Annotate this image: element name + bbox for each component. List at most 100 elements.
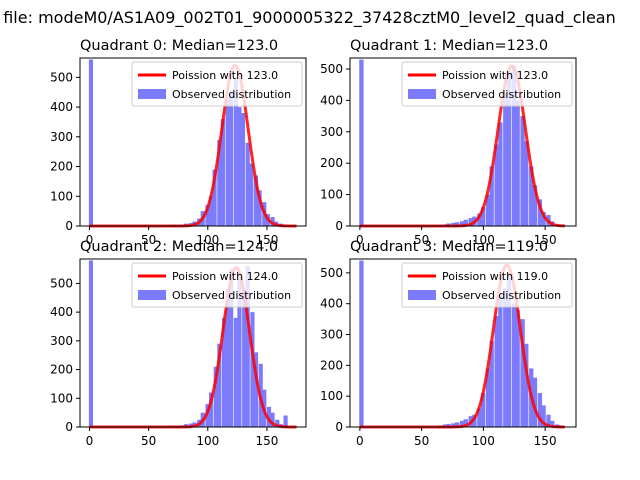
histogram-bar: [485, 368, 491, 427]
histogram-bar: [217, 139, 222, 226]
histogram-bar: [451, 423, 456, 427]
x-tick-label: 100: [196, 434, 219, 448]
legend-label: Observed distribution: [172, 88, 291, 101]
legend-bar-swatch: [408, 89, 436, 99]
legend-box: [131, 262, 303, 308]
histogram-bar: [498, 294, 503, 427]
legend-box: [401, 262, 573, 308]
legend-label: Poission with 119.0: [442, 270, 548, 283]
legend: Poission with 123.0 Observed distribution: [401, 61, 573, 107]
legend-bar-swatch: [408, 290, 436, 300]
histogram-bar: [283, 415, 288, 427]
histogram-bar: [253, 175, 259, 226]
histogram-bar: [233, 317, 238, 427]
histogram-bar: [550, 420, 555, 427]
legend-box: [131, 61, 303, 107]
histogram-bar: [237, 107, 242, 226]
histogram-bar: [511, 65, 517, 226]
histogram-bar: [515, 309, 520, 427]
histogram-bar: [249, 163, 254, 226]
panels: Quadrant 0: Median=123.0 0 50 100 150 0 100 200…: [50, 38, 577, 448]
x-tick-label: 100: [472, 434, 495, 448]
histogram-bar: [245, 142, 250, 226]
histogram-bar: [257, 190, 262, 226]
histogram-bar: [537, 393, 543, 427]
y-tick-label: 0: [65, 219, 73, 233]
histogram-bar: [225, 289, 230, 427]
figure-suptitle: n file: modeM0/AS1A09_002T01_9000005322_…: [0, 8, 616, 28]
y-tick-label: 400: [50, 305, 73, 319]
histogram-bar: [503, 288, 508, 427]
histogram-bar: [250, 312, 255, 427]
legend-label: Observed distribution: [172, 289, 291, 302]
x-tick-label: 50: [414, 434, 429, 448]
x-tick-label: 0: [356, 434, 364, 448]
histogram-bar: [520, 116, 525, 226]
histogram-bar: [506, 272, 512, 427]
y-tick-label: 400: [320, 297, 343, 311]
histogram-bar: [451, 222, 456, 226]
histogram-bar: [237, 277, 242, 427]
axes-frame: [79, 57, 307, 227]
y-tick-label: 400: [50, 100, 73, 114]
histogram-bar: [359, 59, 364, 226]
y-tick-label: 0: [65, 420, 73, 434]
histogram-bar: [480, 393, 486, 427]
x-tick-label: 100: [472, 233, 495, 247]
histogram-bar: [275, 419, 280, 427]
y-tick-label: 100: [320, 188, 343, 202]
y-tick-label: 300: [50, 130, 73, 144]
histogram-bar: [546, 414, 551, 427]
histogram-bar: [511, 303, 517, 427]
histogram-bar: [242, 289, 247, 427]
histogram-bar: [454, 422, 460, 427]
histogram-bar: [217, 343, 222, 427]
y-tick-label: 100: [50, 189, 73, 203]
histogram-bar: [270, 412, 275, 427]
x-tick-label: 150: [534, 233, 557, 247]
legend-label: Poission with 123.0: [172, 69, 278, 82]
histogram-bar: [208, 392, 214, 427]
histogram-bar: [220, 118, 225, 226]
histogram-bar: [359, 260, 364, 427]
histogram-bar: [468, 218, 473, 226]
legend-label: Poission with 124.0: [172, 270, 278, 283]
histogram-bar: [233, 77, 238, 226]
legend-bar-swatch: [138, 89, 166, 99]
histogram-bar: [229, 92, 234, 226]
y-tick-label: 100: [50, 391, 73, 405]
y-tick-label: 200: [50, 363, 73, 377]
y-tick-label: 500: [50, 70, 73, 84]
histogram-bar: [463, 419, 468, 427]
histogram-bar: [88, 260, 94, 427]
y-tick-label: 0: [335, 219, 343, 233]
panel-1: Quadrant 1: Median=123.0 0 50 100 150 0 100 200…: [320, 38, 577, 247]
y-tick-label: 300: [320, 125, 343, 139]
histogram-bar: [477, 408, 482, 427]
y-tick-label: 200: [320, 358, 343, 372]
panel-title: Quadrant 3: Median=119.0: [350, 239, 548, 255]
histogram-bar: [494, 316, 499, 427]
axes-frame: [79, 258, 307, 428]
x-tick-label: 0: [86, 233, 94, 247]
x-tick-label: 50: [141, 233, 156, 247]
histogram-bar: [245, 266, 250, 427]
x-tick-label: 0: [86, 434, 94, 448]
x-tick-label: 100: [196, 233, 219, 247]
histogram-bar: [240, 113, 246, 226]
y-tick-label: 100: [320, 389, 343, 403]
legend-box: [401, 61, 573, 107]
panel-2: Quadrant 2: Median=124.0 0 50 100 150 0 100 200…: [50, 239, 307, 448]
panel-3: Quadrant 3: Median=119.0 0 50 100 150 0 100 200…: [320, 239, 577, 448]
histogram-bar: [489, 340, 494, 427]
panel-title: Quadrant 0: Median=123.0: [80, 38, 278, 54]
axes-frame: [349, 57, 577, 227]
histogram-bar: [446, 423, 451, 427]
histogram-bar: [541, 405, 546, 427]
y-tick-label: 0: [335, 420, 343, 434]
legend: Poission with 124.0 Observed distribution: [131, 262, 303, 308]
y-tick-label: 500: [320, 62, 343, 76]
histogram-bar: [88, 59, 94, 226]
histogram-bar: [503, 94, 508, 226]
